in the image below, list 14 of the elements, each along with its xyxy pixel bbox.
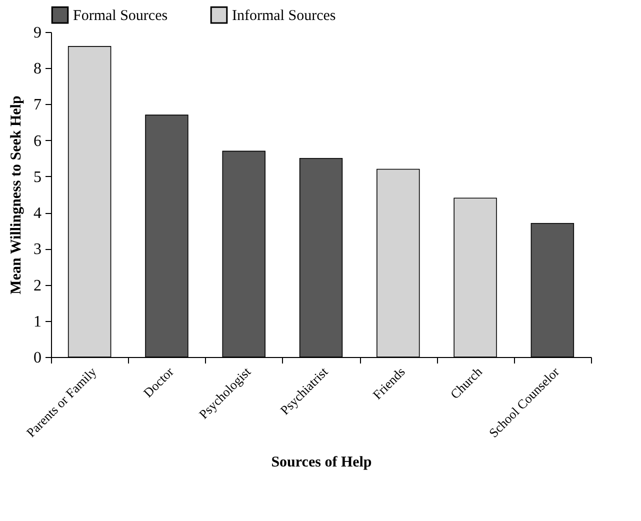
y-tick-label: 9	[34, 24, 42, 42]
y-tick-label: 6	[34, 132, 42, 150]
y-tick-label: 5	[34, 168, 42, 186]
y-tick-label: 4	[34, 205, 42, 222]
y-tick-label: 0	[34, 350, 42, 366]
legend-label: Formal Sources	[73, 8, 168, 24]
y-tick-label: 8	[34, 60, 42, 78]
y-tick-label: 7	[34, 96, 42, 114]
legend-label: Informal Sources	[232, 8, 336, 24]
y-tick-label: 2	[34, 277, 42, 294]
y-tick-label: 1	[34, 313, 42, 330]
y-axis-title: Mean Willingness to Seek Help	[8, 96, 24, 294]
x-axis-title: Sources of Help	[271, 454, 372, 470]
y-tick-label: 3	[34, 241, 42, 258]
